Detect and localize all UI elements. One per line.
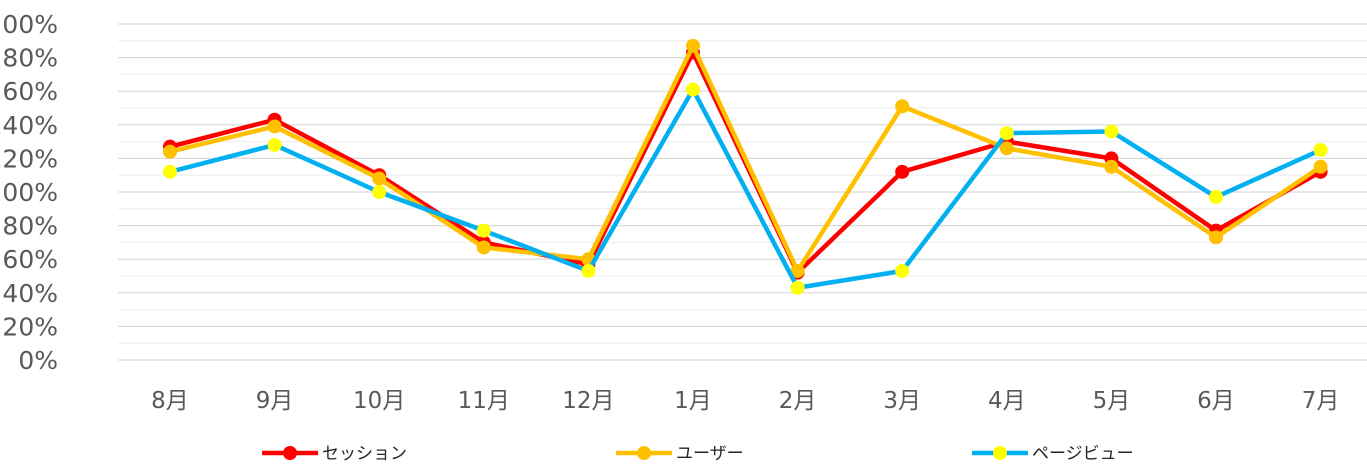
legend-label: ユーザー [676,444,744,464]
y-axis-ticks: 0% 20% 40% 60% 80% 100% 120% 140% 160% 180% 200% [0,10,58,375]
data-point [999,141,1014,156]
y-tick-label: 140% [0,111,58,140]
x-tick-label: 7月 [1302,388,1340,414]
series-group [163,82,1328,295]
series-lines [163,38,1328,295]
data-point [895,164,910,179]
x-tick-label: 1月 [674,388,712,414]
x-tick-label: 6月 [1197,388,1235,414]
y-tick-label: 100% [0,178,58,207]
y-tick-label: 160% [0,77,58,106]
y-tick-label: 80% [2,212,58,241]
y-tick-label: 60% [2,245,58,274]
series-line [167,43,1323,274]
data-point [581,263,596,278]
legend-marker [637,446,651,460]
data-point [372,171,387,186]
legend-label: セッション [322,444,407,464]
data-point [476,223,491,238]
x-tick-label: 4月 [988,388,1026,414]
data-point [163,144,177,159]
y-tick-label: 180% [0,44,58,73]
data-point [790,280,805,295]
data-point [476,240,491,255]
data-point [267,119,282,134]
legend-label: ページビュー [1032,444,1134,464]
x-tick-label: 8月 [151,388,189,414]
y-tick-label: 120% [0,144,58,173]
x-tick-label: 11月 [458,388,510,414]
data-point [372,185,387,199]
data-point [999,126,1014,141]
series-line [167,87,1323,291]
data-point [1209,230,1223,245]
data-point [686,38,700,53]
data-point [895,99,910,114]
data-point [1313,159,1328,174]
data-point [1209,190,1223,205]
y-tick-label: 200% [0,10,58,39]
legend-marker [283,446,297,460]
legend-marker [993,446,1007,460]
y-tick-label: 40% [2,279,58,308]
data-point [895,263,910,278]
x-axis-ticks: 8月 9月 10月 11月 12月 1月 2月 3月 4月 5月 6月 7月 [151,388,1339,414]
y-tick-label: 20% [2,312,58,341]
data-point [163,164,177,179]
data-point [1104,159,1119,174]
data-point [1104,124,1119,139]
x-tick-label: 10月 [353,388,405,414]
x-tick-label: 3月 [883,388,921,414]
gridlines [118,23,1367,361]
x-tick-label: 9月 [256,388,294,414]
data-point [1313,143,1328,157]
y-tick-label: 0% [18,346,58,375]
x-tick-label: 12月 [562,388,614,414]
legend: セッション ユーザー ページビュー [262,444,1134,464]
series-group [163,38,1328,278]
x-tick-label: 5月 [1093,388,1131,414]
data-point [267,137,282,152]
x-tick-label: 2月 [779,388,817,414]
data-point [686,82,700,97]
data-point [790,263,805,278]
